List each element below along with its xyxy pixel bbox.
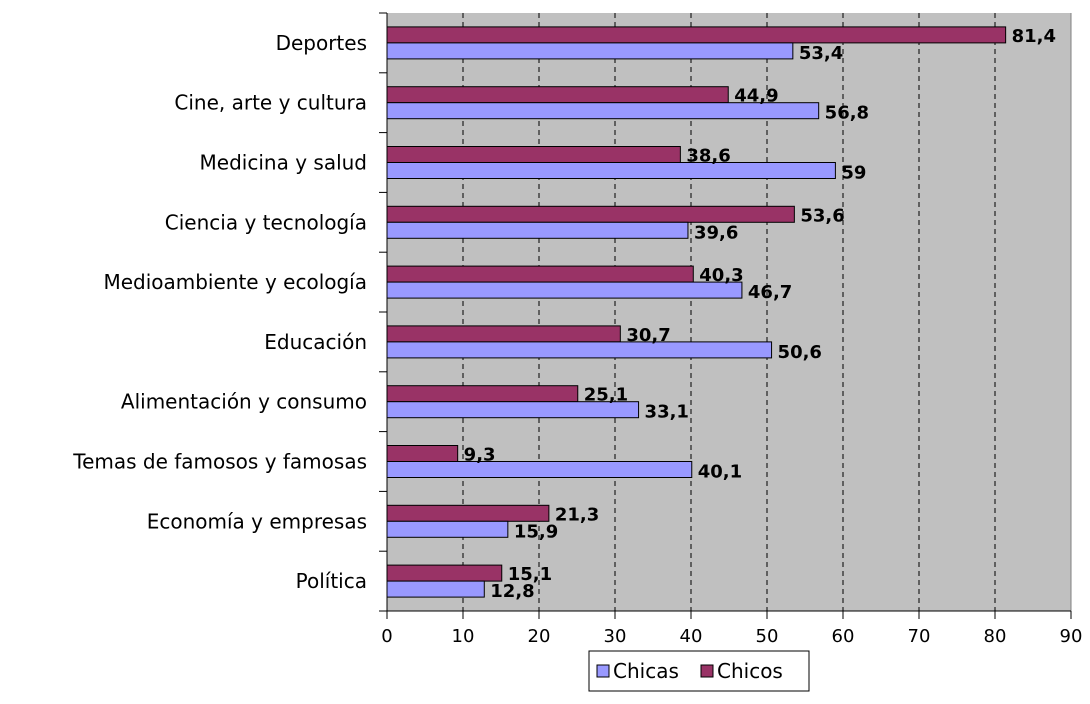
data-label-chicos: 44,9 [734,86,778,107]
bar-chicas [386,221,689,239]
data-label-chicas: 46,7 [748,282,792,303]
bar-chicas [386,162,836,179]
legend-swatch [596,664,610,678]
x-tick-label: 30 [604,626,627,647]
bar-chicos [386,86,729,104]
legend: Chicas Chicos [588,650,810,692]
data-label-chicos: 15,1 [508,564,552,585]
bar-chicos [386,385,579,403]
bar-chicas [386,520,509,538]
data-label-chicos: 38,6 [686,146,730,167]
x-tick-label: 90 [1060,626,1083,647]
data-label-chicas: 50,6 [778,342,822,363]
data-label-chicas: 33,1 [645,402,689,423]
data-label-chicos: 9,3 [464,445,496,466]
bar-chicas [386,461,693,478]
x-tick-label: 60 [832,626,855,647]
bar-chicas [386,42,794,60]
data-label-chicos: 21,3 [555,504,599,525]
data-label-chicas: 59 [841,163,866,184]
bar-chicos [386,146,681,163]
data-label-chicos: 25,1 [584,385,628,406]
category-label: Política [296,569,367,593]
bar-chicos [386,564,503,582]
category-label: Medioambiente y ecología [103,270,367,294]
data-label-chicas: 15,9 [514,521,558,542]
category-label: Ciencia y tecnología [165,210,367,234]
data-label-chicos: 53,6 [800,205,844,226]
category-label: Alimentación y consumo [121,390,367,414]
category-label: Cine, arte y cultura [174,91,367,115]
bar-chicos [386,445,459,462]
data-label-chicas: 53,4 [799,43,843,64]
legend-label: Chicas [613,659,679,683]
category-label: Educación [264,330,367,354]
legend-box [588,650,810,692]
bar-chicos [386,504,550,522]
data-label-chicos: 81,4 [1012,26,1056,47]
x-tick-label: 10 [452,626,475,647]
data-label-chicas: 40,1 [698,462,742,483]
data-label-chicos: 30,7 [626,325,670,346]
x-tick-label: 70 [908,626,931,647]
bar-chicas [386,341,773,359]
bar-chicos [386,205,795,223]
category-label: Medicina y salud [200,151,367,175]
x-tick-label: 0 [381,626,392,647]
x-tick-label: 80 [984,626,1007,647]
data-label-chicas: 56,8 [825,103,869,124]
category-label: Deportes [276,31,367,55]
data-label-chicas: 12,8 [490,581,534,602]
bar-chicas [386,281,743,299]
bar-chicas [386,580,485,598]
x-tick-label: 40 [680,626,703,647]
data-label-chicos: 40,3 [699,265,743,286]
category-label: Economía y empresas [147,509,367,533]
x-tick-label: 50 [756,626,779,647]
data-label-chicas: 39,6 [694,222,738,243]
x-tick-label: 20 [528,626,551,647]
plot-area: 81,4 53,4 Deportes 44,9 56,8 Cine, arte y cul… [72,12,1083,647]
legend-label: Chicos [717,659,783,683]
bar-chicos [386,26,1007,44]
bar-chicos [386,265,694,283]
category-label: Temas de famosos y famosas [72,450,367,474]
legend-swatch [700,664,714,678]
bar-chicos [386,325,621,343]
